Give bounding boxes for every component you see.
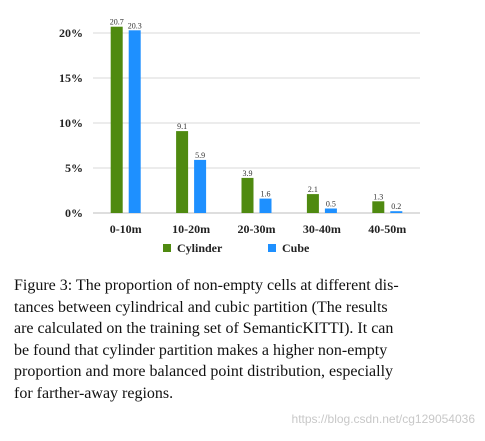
bar-cube-40-50m — [390, 211, 403, 213]
chart-gridlines — [93, 32, 420, 214]
caption-line: for farther-away regions. — [14, 384, 174, 402]
data-label: 5.9 — [195, 151, 205, 160]
legend-swatch-cube — [268, 244, 276, 252]
x-tick-label: 30-40m — [303, 222, 341, 236]
chart-bars — [110, 26, 403, 214]
bar-cylinder-20-30m — [241, 177, 254, 213]
y-tick-label: 0% — [65, 206, 83, 220]
caption-line: are calculated on the training set of Se… — [14, 320, 394, 337]
data-label: 1.6 — [261, 190, 271, 199]
caption-line: be found that cylinder partition makes a… — [14, 341, 388, 359]
figure-caption: Figure 3: The proportion of non-empty ce… — [14, 275, 474, 404]
y-tick-label: 20% — [59, 26, 83, 40]
data-label: 1.3 — [373, 192, 383, 201]
x-tick-label: 10-20m — [172, 222, 210, 236]
data-label: 0.2 — [391, 202, 401, 211]
x-axis-ticks: 0-10m 10-20m 20-30m 30-40m 40-50m — [110, 222, 407, 236]
bar-cube-0-10m — [128, 30, 141, 213]
data-label: 20.3 — [128, 21, 142, 30]
data-label: 0.5 — [326, 200, 336, 209]
x-tick-label: 0-10m — [110, 222, 142, 236]
caption-line: Figure 3: The proportion of non-empty ce… — [14, 277, 399, 294]
data-label: 2.1 — [308, 185, 318, 194]
bar-cylinder-40-50m — [372, 201, 385, 213]
legend-label-cylinder: Cylinder — [177, 241, 223, 255]
watermark: https://blog.csdn.net/cg129054036 — [291, 412, 475, 426]
x-tick-label: 20-30m — [238, 222, 276, 236]
y-tick-label: 10% — [59, 116, 83, 130]
bar-cube-10-20m — [194, 159, 207, 213]
data-label: 20.7 — [110, 18, 124, 27]
legend-label-cube: Cube — [282, 241, 310, 255]
bar-cube-20-30m — [259, 198, 272, 213]
data-labels: 20.7 20.3 9.1 5.9 3.9 1.6 2.1 0.5 1.3 0.2 — [110, 18, 402, 211]
legend-swatch-cylinder — [163, 244, 171, 252]
bar-cylinder-30-40m — [306, 194, 319, 213]
y-tick-label: 5% — [65, 161, 83, 175]
bar-cube-30-40m — [324, 208, 337, 213]
bar-cylinder-10-20m — [176, 131, 189, 213]
chart-legend: Cylinder Cube — [163, 241, 310, 255]
data-label: 3.9 — [243, 169, 253, 178]
bar-cylinder-0-10m — [110, 26, 123, 214]
x-tick-label: 40-50m — [368, 222, 406, 236]
chart: 0% 5% 10% 15% 20% 20.7 20.3 9.1 5.9 3.9 1.6 2.1 0.5… — [59, 18, 420, 255]
caption-line: tances between cylindrical and cubic par… — [14, 298, 388, 316]
caption-line: proportion and more balanced point distr… — [14, 363, 394, 380]
y-axis-ticks: 0% 5% 10% 15% 20% — [59, 26, 83, 220]
y-tick-label: 15% — [59, 71, 83, 85]
data-label: 9.1 — [177, 122, 187, 131]
